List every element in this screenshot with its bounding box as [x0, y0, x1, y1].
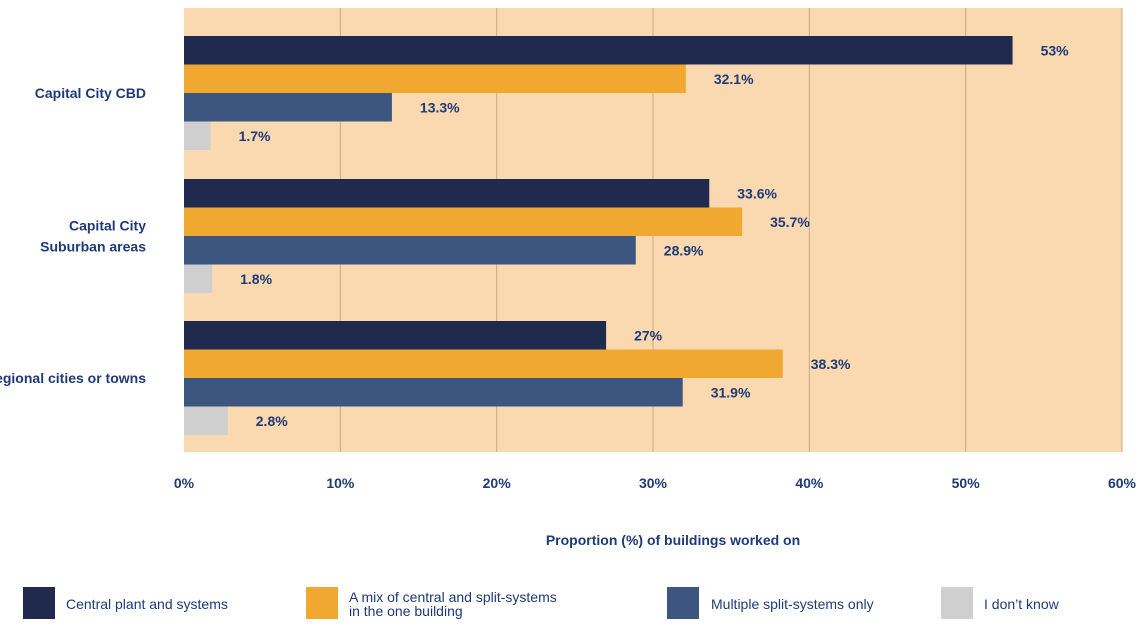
value-label: 32.1% [714, 71, 754, 87]
bar [184, 406, 228, 435]
legend-swatch [667, 587, 699, 619]
bar [184, 93, 392, 122]
legend-swatch [306, 587, 338, 619]
x-tick-label: 30% [639, 475, 668, 491]
legend-label: I don’t know [984, 596, 1060, 612]
bars [184, 36, 1013, 435]
bar [184, 321, 607, 350]
x-axis-title: Proportion (%) of buildings worked on [546, 532, 800, 548]
x-tick-label: 0% [174, 475, 195, 491]
bar [184, 179, 710, 208]
x-tick-label: 40% [795, 475, 824, 491]
category-label: Capital City Suburban areas [40, 218, 146, 255]
value-label: 53% [1041, 42, 1070, 58]
value-label: 31.9% [711, 384, 751, 400]
value-label: 2.8% [256, 413, 288, 429]
value-label: 1.7% [239, 128, 271, 144]
value-label: 13.3% [420, 99, 460, 115]
bar [184, 36, 1013, 65]
category-label: Regional cities or towns [0, 370, 146, 386]
bar [184, 121, 211, 150]
value-label: 27% [634, 327, 663, 343]
value-label: 38.3% [811, 356, 851, 372]
bar [184, 236, 636, 265]
value-label: 28.9% [664, 242, 704, 258]
legend-label: Multiple split-systems only [711, 596, 874, 612]
x-tick-label: 10% [326, 475, 355, 491]
x-tick-label: 50% [952, 475, 981, 491]
value-labels: 53% 32.1% 13.3% 1.7% 33.6% 35.7% 28.9% 1.8% 27% 3… [239, 42, 1070, 429]
x-tick-labels: 0% 10% 20% 30% 40% 50% 60% [174, 475, 1137, 491]
x-tick-label: 60% [1108, 475, 1137, 491]
bar [184, 378, 683, 407]
value-label: 33.6% [737, 185, 777, 201]
category-label: Capital City CBD [35, 85, 146, 101]
x-tick-label: 20% [483, 475, 512, 491]
bar [184, 349, 783, 378]
bar [184, 207, 743, 236]
category-labels: Capital City CBD Capital City Suburban are… [0, 85, 146, 386]
legend-label: A mix of central and split-systems in the… [349, 589, 557, 619]
value-label: 1.8% [240, 271, 272, 287]
legend-swatch [941, 587, 973, 619]
legend-swatch [23, 587, 55, 619]
legend: Central plant and systems A mix of centra… [23, 587, 1060, 619]
bar [184, 64, 686, 93]
value-label: 35.7% [770, 214, 810, 230]
bar [184, 264, 213, 293]
legend-label: Central plant and systems [66, 596, 228, 612]
